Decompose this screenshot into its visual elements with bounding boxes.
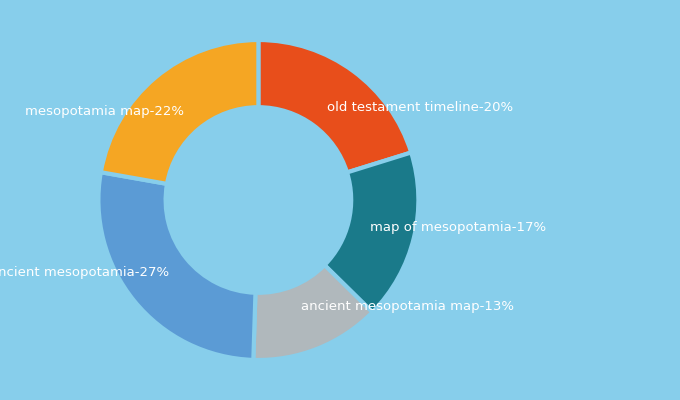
Wedge shape [324, 152, 418, 312]
Wedge shape [101, 40, 258, 184]
Wedge shape [254, 265, 373, 360]
Wedge shape [258, 40, 411, 172]
Wedge shape [99, 172, 256, 360]
Text: mesopotamia map-22%: mesopotamia map-22% [25, 105, 184, 118]
Text: map of mesopotamia-17%: map of mesopotamia-17% [371, 221, 547, 234]
Text: old testament timeline-20%: old testament timeline-20% [326, 101, 513, 114]
Text: map of ancient mesopotamia-27%: map of ancient mesopotamia-27% [0, 266, 169, 279]
Text: ancient mesopotamia map-13%: ancient mesopotamia map-13% [301, 300, 514, 314]
